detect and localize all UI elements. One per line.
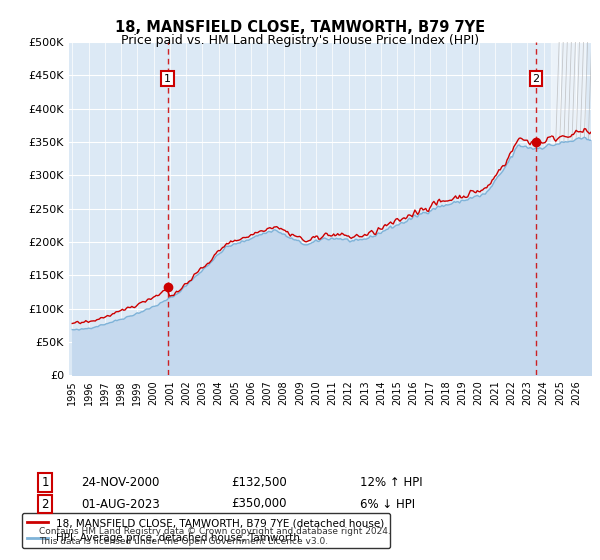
- Text: 24-NOV-2000: 24-NOV-2000: [81, 476, 160, 489]
- Text: 18, MANSFIELD CLOSE, TAMWORTH, B79 7YE: 18, MANSFIELD CLOSE, TAMWORTH, B79 7YE: [115, 20, 485, 35]
- Legend: 18, MANSFIELD CLOSE, TAMWORTH, B79 7YE (detached house), HPI: Average price, det: 18, MANSFIELD CLOSE, TAMWORTH, B79 7YE (…: [22, 513, 390, 548]
- Text: £132,500: £132,500: [231, 476, 287, 489]
- Text: 1: 1: [41, 476, 49, 489]
- Text: 12% ↑ HPI: 12% ↑ HPI: [360, 476, 422, 489]
- Text: 2: 2: [533, 74, 540, 83]
- Text: 6% ↓ HPI: 6% ↓ HPI: [360, 497, 415, 511]
- Text: £350,000: £350,000: [231, 497, 287, 511]
- Text: 01-AUG-2023: 01-AUG-2023: [81, 497, 160, 511]
- Bar: [551, 42, 585, 375]
- Text: 1: 1: [164, 74, 171, 83]
- Text: 2: 2: [41, 497, 49, 511]
- Text: Contains HM Land Registry data © Crown copyright and database right 2024.
This d: Contains HM Land Registry data © Crown c…: [39, 527, 391, 546]
- Text: Price paid vs. HM Land Registry's House Price Index (HPI): Price paid vs. HM Land Registry's House …: [121, 34, 479, 46]
